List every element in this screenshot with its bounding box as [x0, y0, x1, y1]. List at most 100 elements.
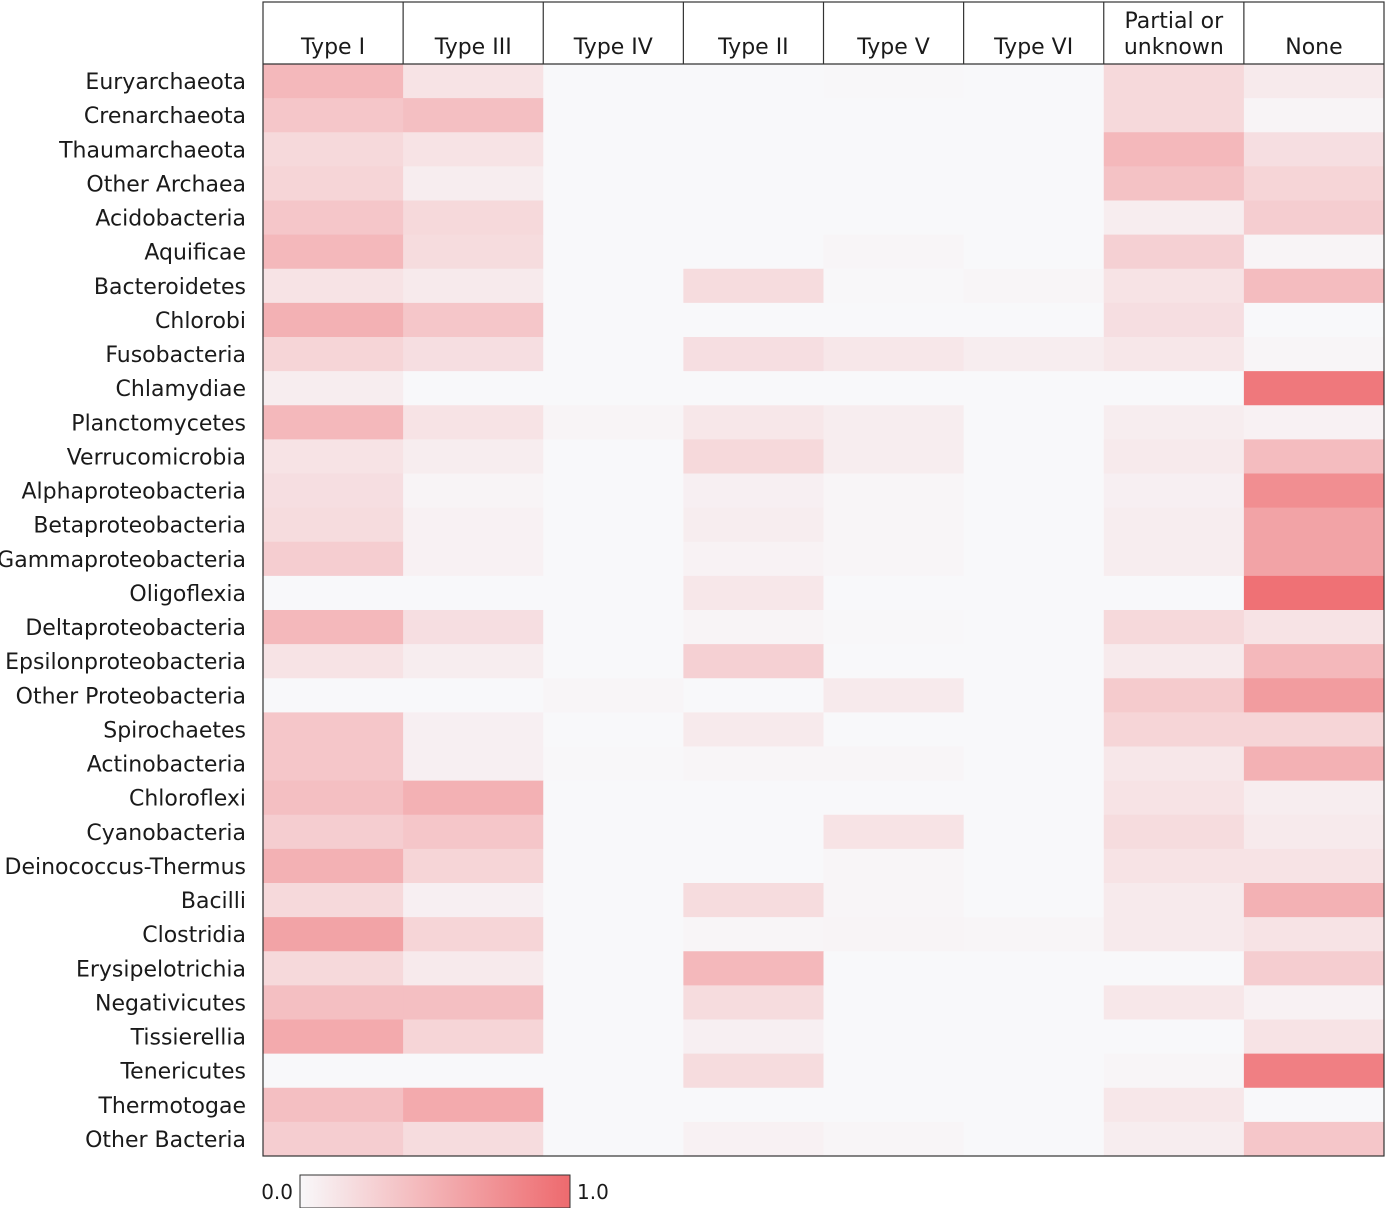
heatmap-cell	[1103, 712, 1245, 747]
heatmap-cell	[683, 405, 824, 440]
heatmap-cell	[403, 985, 544, 1020]
heatmap-cell	[823, 883, 965, 918]
heatmap-cell	[683, 268, 824, 304]
heatmap-cell	[823, 814, 965, 850]
heatmap-cell	[683, 848, 824, 884]
heatmap-cell	[963, 746, 1105, 782]
heatmap-cell	[263, 166, 404, 201]
row-label: Verrucomicrobia	[67, 445, 246, 470]
heatmap-cell	[263, 64, 404, 99]
heatmap-cell	[963, 337, 1105, 372]
row-labels: Euryarchaeota Crenarchaeota Thaumarchaeota…	[0, 70, 246, 1153]
heatmap-cell	[263, 405, 404, 440]
column-label: Type II	[717, 35, 789, 60]
heatmap-cell	[263, 473, 404, 509]
heatmap-cell	[403, 780, 544, 816]
heatmap-cell	[683, 132, 824, 167]
row-label: Thermotogae	[97, 1094, 246, 1119]
row-label: Chlamydiae	[116, 377, 246, 402]
heatmap-cell	[683, 814, 824, 850]
heatmap-cell	[1243, 302, 1385, 338]
heatmap-cell	[403, 1053, 544, 1089]
column-label: Type III	[434, 35, 512, 60]
heatmap-cell	[1103, 780, 1245, 816]
row-label: Oligoflexia	[129, 582, 246, 607]
heatmap-cell	[543, 98, 684, 133]
heatmap-cell	[543, 337, 684, 372]
heatmap-cell	[963, 712, 1105, 747]
heatmap-cell	[263, 814, 404, 850]
heatmap-cell	[543, 712, 684, 747]
heatmap-cell	[1103, 985, 1245, 1020]
heatmap-cell	[823, 780, 965, 816]
heatmap-cell	[683, 610, 824, 645]
heatmap-cell	[1103, 98, 1245, 133]
column-label: Type VI	[993, 35, 1073, 60]
row-label: Epsilonproteobacteria	[5, 650, 246, 675]
column-label: Type IV	[573, 35, 653, 60]
heatmap-cell	[543, 507, 684, 543]
heatmap-cell	[683, 234, 824, 270]
heatmap-cell	[963, 985, 1105, 1020]
row-label: Bacilli	[181, 889, 246, 914]
heatmap-cell	[683, 746, 824, 782]
heatmap-cell	[263, 337, 404, 372]
heatmap-cell	[1243, 678, 1385, 713]
heatmap-cell	[263, 1019, 404, 1055]
heatmap-cell	[403, 337, 544, 372]
heatmap-cell	[263, 439, 404, 474]
heatmap-cell	[823, 678, 965, 713]
row-label: Euryarchaeota	[85, 70, 246, 95]
heatmap-cell	[263, 610, 404, 645]
heatmap-cell	[543, 1019, 684, 1055]
heatmap-cell	[823, 507, 965, 543]
heatmap-cell	[1243, 132, 1385, 167]
heatmap-cell	[963, 439, 1105, 474]
heatmap-cell	[1243, 1019, 1385, 1055]
heatmap-cell	[1243, 371, 1385, 406]
heatmap-cell	[1243, 644, 1385, 679]
heatmap-cell	[963, 541, 1105, 577]
heatmap-cell	[1243, 712, 1385, 747]
column-label: None	[1285, 35, 1342, 60]
heatmap-cell	[823, 200, 965, 236]
heatmap-cell	[263, 1053, 404, 1089]
heatmap-cell	[543, 234, 684, 270]
heatmap-cell	[823, 917, 965, 952]
heatmap-cell	[543, 917, 684, 952]
heatmap-cell	[403, 712, 544, 747]
heatmap-cell	[683, 439, 824, 474]
colorbar-max-label: 1.0	[577, 1180, 609, 1204]
heatmap-cell	[1103, 610, 1245, 645]
heatmap-cell	[683, 883, 824, 918]
heatmap-cell	[823, 541, 965, 577]
heatmap-cell	[403, 541, 544, 577]
heatmap-cell	[543, 405, 684, 440]
heatmap-cell	[403, 439, 544, 474]
heatmap-cell	[823, 1087, 965, 1123]
row-label: Negativicutes	[95, 991, 246, 1016]
heatmap-cell	[823, 746, 965, 782]
heatmap-cell	[1103, 371, 1245, 406]
heatmap-cell	[543, 644, 684, 679]
row-label: Fusobacteria	[105, 343, 246, 368]
heatmap-cell	[683, 302, 824, 338]
heatmap-cell	[1243, 64, 1385, 99]
heatmap-cell	[963, 507, 1105, 543]
heatmap-cell	[963, 234, 1105, 270]
heatmap-cell	[543, 814, 684, 850]
heatmap-cell	[963, 917, 1105, 952]
heatmap-cell	[263, 132, 404, 167]
heatmap-cell	[263, 541, 404, 577]
heatmap-cell	[683, 200, 824, 236]
heatmap-cell	[1243, 98, 1385, 133]
heatmap-cell	[543, 268, 684, 304]
heatmap-cell	[683, 64, 824, 99]
heatmap-cell	[403, 917, 544, 952]
heatmap-cell	[683, 644, 824, 679]
heatmap-cell	[543, 883, 684, 918]
heatmap-cell	[263, 371, 404, 406]
row-label: Chlorobi	[155, 309, 246, 334]
heatmap-cell	[963, 1019, 1105, 1055]
heatmap-cell	[543, 575, 684, 611]
